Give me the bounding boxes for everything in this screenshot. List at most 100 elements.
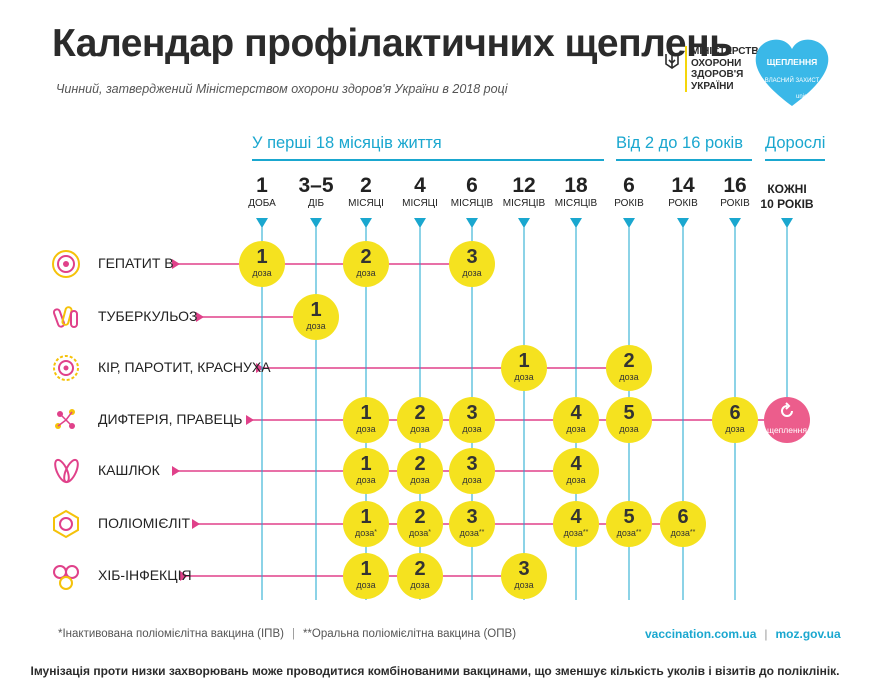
dose-number: 6 <box>729 402 741 424</box>
dose-label: доза* <box>408 528 432 538</box>
age-header: 2 місяці <box>336 174 396 210</box>
age-unit: місяців <box>450 198 494 209</box>
dose-number: 4 <box>570 402 582 424</box>
virus-icon <box>50 508 82 545</box>
age-unit: років <box>614 198 644 209</box>
bottom-note: Імунізація проти низки захворювань може … <box>30 664 840 678</box>
dose-label: доза <box>252 268 272 278</box>
dose-marker: 1 доза <box>343 397 389 443</box>
dose-marker: 4 доза <box>553 448 599 494</box>
dose-number: 6 <box>677 506 689 528</box>
dose-label: доза <box>619 424 639 434</box>
dose-number: 1 <box>360 402 372 424</box>
dose-number: 5 <box>623 506 635 528</box>
dose-marker: 1 доза <box>343 553 389 599</box>
dose-label: доза <box>514 372 534 382</box>
group-2-to-16-years: Від 2 до 16 років <box>616 134 743 152</box>
vaccine-name: Поліомієліт <box>98 515 191 531</box>
dose-marker: 2 доза <box>397 553 443 599</box>
link-vaccination[interactable]: vaccination.com.ua <box>645 627 757 641</box>
group-adults: Дорослі <box>765 134 826 152</box>
dose-label: доза* <box>354 528 378 538</box>
dose-number: 1 <box>310 299 322 321</box>
age-number: 18 <box>564 174 588 197</box>
age-header: 3–5 діб <box>286 174 346 210</box>
virus-icon <box>50 301 82 338</box>
age-header-adult: Кожні 10 років <box>752 182 822 212</box>
dose-marker: 3 доза** <box>449 501 495 547</box>
dose-number: 2 <box>414 453 426 475</box>
footnote-opv: **Оральна поліомієлітна вакцина (ОПВ) <box>302 628 517 640</box>
repeat-icon <box>781 402 793 417</box>
dose-footnote-mark: * <box>428 529 432 536</box>
vaccine-name: Туберкульоз <box>98 308 198 324</box>
dose-number: 2 <box>414 402 426 424</box>
ministry-line: охорони <box>691 57 742 69</box>
age-unit: місяців <box>554 198 598 209</box>
dose-label: доза <box>306 321 326 331</box>
booster-marker: щеплення <box>764 397 810 443</box>
age-unit: місяців <box>502 198 546 209</box>
virus-icon <box>50 248 82 285</box>
dose-label: доза <box>356 424 376 434</box>
ministry-logo: Міністерство охорони здоров'я України <box>663 44 766 96</box>
column-marker-icon <box>256 218 268 228</box>
dose-label: доза <box>356 268 376 278</box>
dose-number: 5 <box>623 402 635 424</box>
ministry-line: Міністерство <box>691 46 767 57</box>
virus-icon <box>50 560 82 597</box>
age-unit: років <box>720 198 750 209</box>
dose-number: 3 <box>466 506 478 528</box>
column-marker-icon <box>623 218 635 228</box>
age-header: 4 місяці <box>390 174 450 210</box>
trident-icon <box>665 51 679 69</box>
column-marker-icon <box>518 218 530 228</box>
dose-marker: 3 доза <box>449 397 495 443</box>
age-header: 1 доба <box>232 174 292 210</box>
footnote-ipv: *Інактивована поліомієлітна вакцина (ІПВ… <box>58 628 284 640</box>
group-underline <box>765 159 825 161</box>
age-header: 14 років <box>653 174 713 210</box>
dose-number: 3 <box>466 246 478 268</box>
column-marker-icon <box>360 218 372 228</box>
dose-label: доза <box>566 475 586 485</box>
column-marker-icon <box>570 218 582 228</box>
age-header: 6 місяців <box>442 174 502 210</box>
dose-marker: 3 доза <box>449 241 495 287</box>
dose-label: доза <box>462 475 482 485</box>
dose-number: 1 <box>518 350 530 372</box>
vaccine-name: Дифтерія, правець <box>98 411 243 427</box>
dose-label: доза** <box>459 528 485 538</box>
group-underline <box>252 159 604 161</box>
column-marker-icon <box>677 218 689 228</box>
dose-marker: 5 доза <box>606 397 652 443</box>
dose-label: доза <box>462 424 482 434</box>
virus-icon <box>50 455 82 492</box>
dose-marker: 2 доза <box>397 397 443 443</box>
dose-number: 3 <box>466 402 478 424</box>
column-marker-icon <box>466 218 478 228</box>
age-header: 18 місяців <box>546 174 606 210</box>
adult-age-line: Кожні <box>767 182 807 196</box>
link-moz[interactable]: moz.gov.ua <box>775 627 841 641</box>
dose-marker: 2 доза* <box>397 501 443 547</box>
dose-footnote-mark: * <box>374 529 378 536</box>
dose-marker: 4 доза <box>553 397 599 443</box>
dose-number: 2 <box>414 506 426 528</box>
dose-marker: 4 доза** <box>553 501 599 547</box>
column-marker-icon <box>781 218 793 228</box>
vaccine-name: Гепатит B <box>98 255 174 271</box>
dose-number: 1 <box>360 506 372 528</box>
dose-marker: 1 доза <box>501 345 547 391</box>
group-underline <box>616 159 752 161</box>
dose-marker: 6 доза** <box>660 501 706 547</box>
dose-marker: 3 доза <box>449 448 495 494</box>
booster-label: щеплення <box>767 425 807 435</box>
row-arrow-icon <box>172 466 180 476</box>
unicef-mark: unicef <box>796 94 813 100</box>
vaccine-name: Кашлюк <box>98 462 160 478</box>
virus-icon <box>50 352 82 389</box>
dose-number: 4 <box>570 453 582 475</box>
dose-footnote-mark: ** <box>635 529 642 536</box>
age-number: 14 <box>671 174 695 197</box>
